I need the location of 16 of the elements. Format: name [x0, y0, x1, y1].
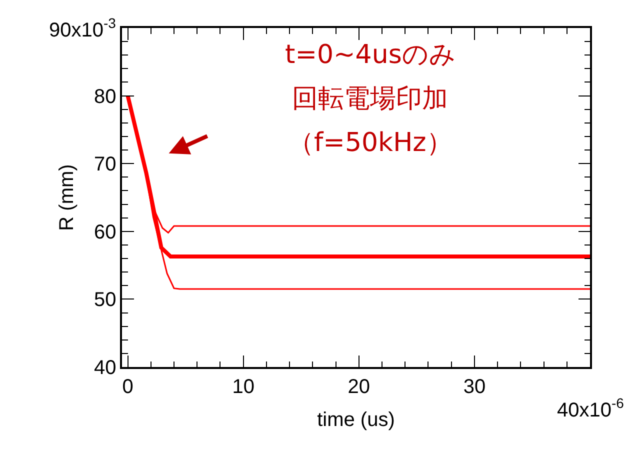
annotation: t=0~4usのみ	[285, 40, 456, 70]
y-tick-label: 70	[94, 154, 116, 176]
x-tick-label: 20	[348, 376, 370, 398]
x-axis-title: time (us)	[317, 408, 395, 431]
y-axis-title: R (mm)	[56, 164, 78, 231]
text: 90x10$^{-3}$	[49, 15, 116, 42]
x-tick-label: 10	[232, 376, 254, 398]
y-tick-label: 40	[94, 357, 116, 379]
annotation: （f=50kHz）	[288, 128, 452, 158]
y-tick-label: 80	[94, 86, 116, 108]
y-tick-label: 60	[94, 221, 116, 244]
annotation: 回転電場印加	[292, 84, 448, 114]
x-tick-label: 0	[122, 376, 134, 398]
x-tick-label: 30	[463, 376, 486, 398]
y-tick-label: 50	[94, 289, 116, 312]
text: 40x10$^{-6}$	[557, 395, 624, 422]
